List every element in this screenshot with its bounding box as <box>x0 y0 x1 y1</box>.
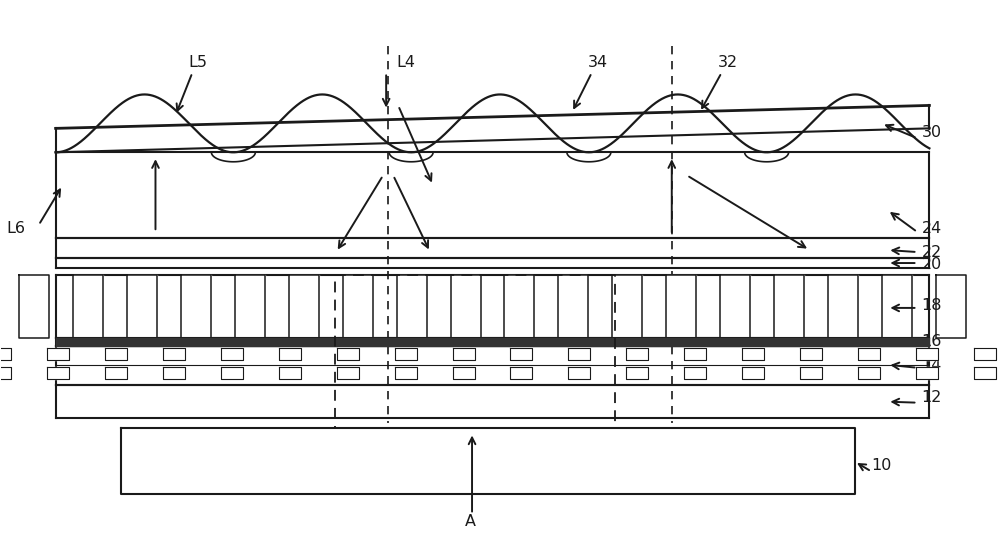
Polygon shape <box>0 348 11 360</box>
Polygon shape <box>279 348 301 360</box>
Polygon shape <box>47 367 69 379</box>
Polygon shape <box>451 275 481 338</box>
Text: 14: 14 <box>921 358 942 373</box>
Polygon shape <box>105 367 127 379</box>
Polygon shape <box>626 367 648 379</box>
Polygon shape <box>800 348 822 360</box>
Text: 10: 10 <box>871 458 892 473</box>
Polygon shape <box>684 367 706 379</box>
Text: 16: 16 <box>921 334 942 349</box>
Polygon shape <box>568 348 590 360</box>
Polygon shape <box>221 348 243 360</box>
Text: 34: 34 <box>588 55 608 70</box>
Polygon shape <box>127 275 157 338</box>
Polygon shape <box>858 367 880 379</box>
Text: 20: 20 <box>921 256 942 272</box>
Polygon shape <box>235 275 265 338</box>
Polygon shape <box>395 348 417 360</box>
Polygon shape <box>974 348 996 360</box>
Polygon shape <box>395 367 417 379</box>
Polygon shape <box>510 367 532 379</box>
Polygon shape <box>936 275 966 338</box>
Polygon shape <box>828 275 858 338</box>
Polygon shape <box>453 348 475 360</box>
Polygon shape <box>19 275 49 338</box>
Text: 18: 18 <box>921 299 942 313</box>
Polygon shape <box>774 275 804 338</box>
Polygon shape <box>974 367 996 379</box>
Polygon shape <box>289 275 319 338</box>
Polygon shape <box>397 275 427 338</box>
Polygon shape <box>279 367 301 379</box>
Polygon shape <box>510 348 532 360</box>
Polygon shape <box>73 275 103 338</box>
Polygon shape <box>742 367 764 379</box>
Polygon shape <box>105 348 127 360</box>
Polygon shape <box>882 275 912 338</box>
Polygon shape <box>684 348 706 360</box>
Text: 12: 12 <box>921 390 942 405</box>
Polygon shape <box>47 348 69 360</box>
Polygon shape <box>221 367 243 379</box>
Polygon shape <box>916 348 938 360</box>
Polygon shape <box>163 348 185 360</box>
Polygon shape <box>612 275 642 338</box>
Text: 30: 30 <box>921 125 942 140</box>
Polygon shape <box>916 367 938 379</box>
Polygon shape <box>720 275 750 338</box>
Polygon shape <box>0 367 11 379</box>
Polygon shape <box>626 348 648 360</box>
Polygon shape <box>337 348 359 360</box>
Text: 32: 32 <box>718 55 738 70</box>
Text: A: A <box>465 514 476 529</box>
Polygon shape <box>504 275 534 338</box>
Polygon shape <box>666 275 696 338</box>
Text: L5: L5 <box>188 55 207 70</box>
Text: L4: L4 <box>396 55 415 70</box>
Text: L6: L6 <box>7 221 26 236</box>
Polygon shape <box>453 367 475 379</box>
Polygon shape <box>742 348 764 360</box>
Polygon shape <box>800 367 822 379</box>
Text: 24: 24 <box>921 221 942 236</box>
Polygon shape <box>181 275 211 338</box>
Polygon shape <box>558 275 588 338</box>
Text: 22: 22 <box>921 244 942 260</box>
Polygon shape <box>343 275 373 338</box>
Polygon shape <box>163 367 185 379</box>
Polygon shape <box>568 367 590 379</box>
Polygon shape <box>337 367 359 379</box>
Polygon shape <box>858 348 880 360</box>
